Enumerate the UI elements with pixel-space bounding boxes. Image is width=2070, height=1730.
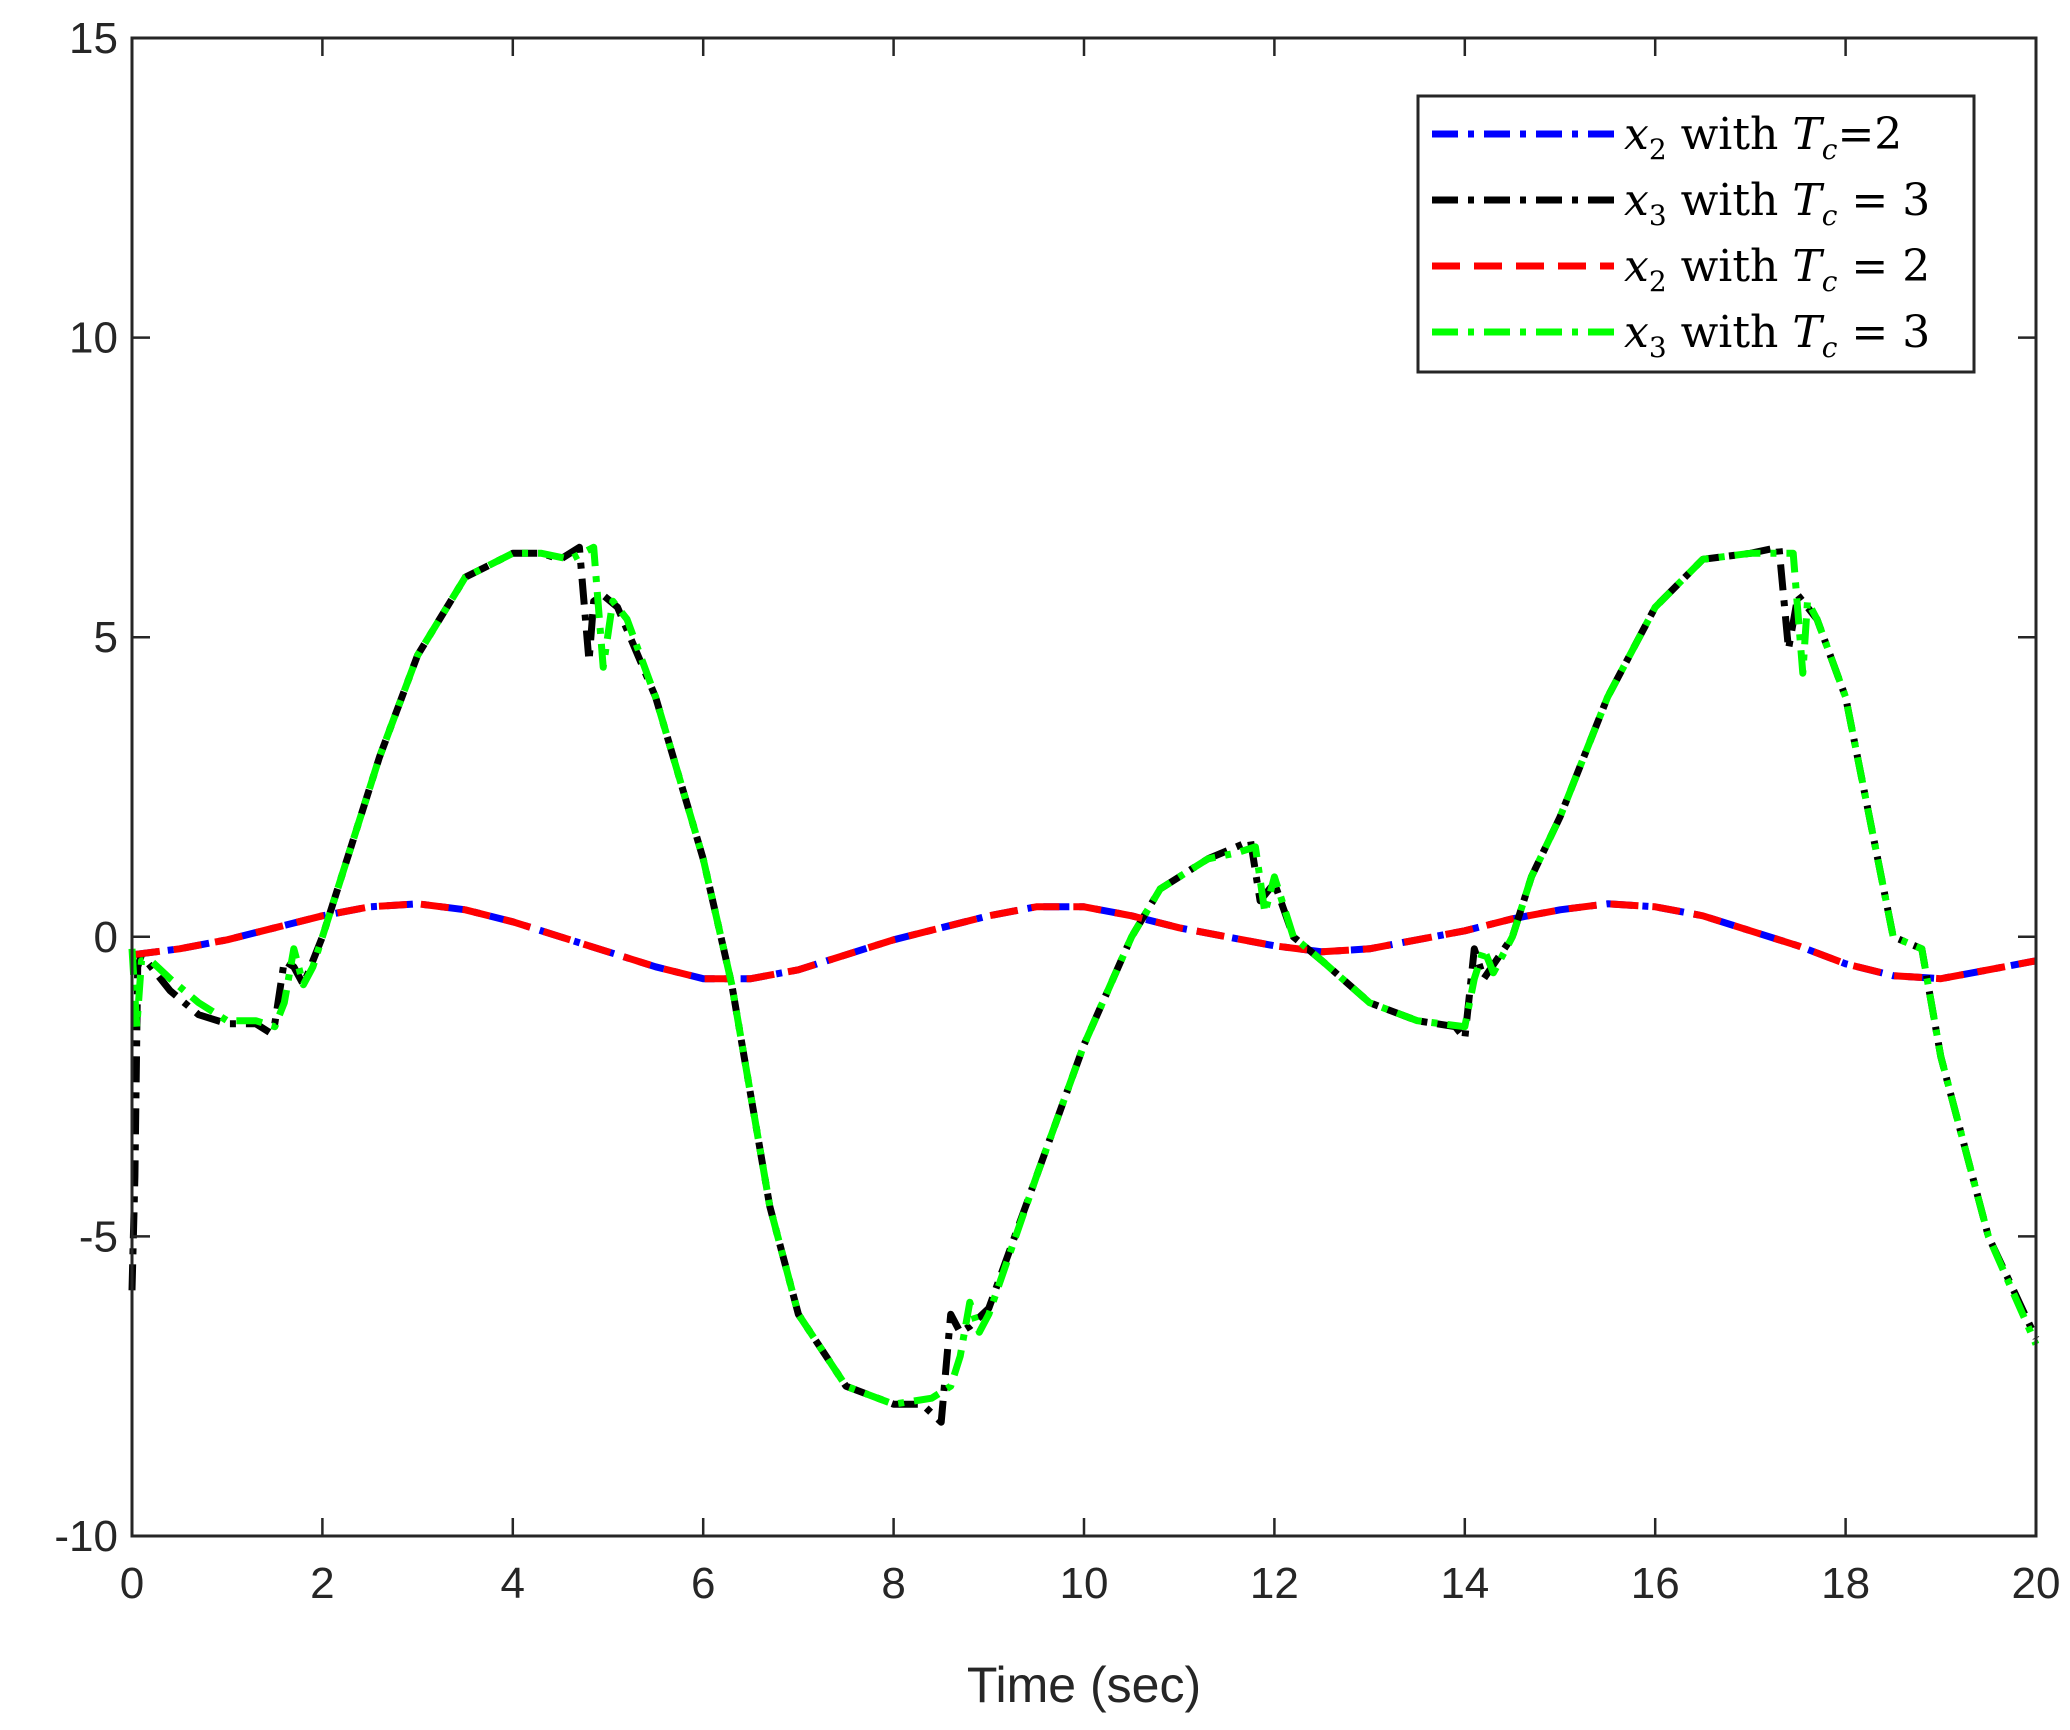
legend-sub2: c — [1822, 331, 1838, 364]
x-tick-label: 20 — [2012, 1559, 2061, 1608]
legend-eq: = 2 — [1837, 241, 1930, 292]
legend-var: x — [1624, 175, 1649, 226]
legend-eq: = 3 — [1837, 175, 1930, 226]
legend-eq: = 3 — [1837, 307, 1930, 358]
legend-items: x2 with Tc=2x3 with Tc = 3x2 with Tc = 2… — [1432, 109, 1930, 364]
legend-label-1: x2 with Tc=2 — [1624, 109, 1902, 166]
legend: x2 with Tc=2x3 with Tc = 3x2 with Tc = 2… — [1416, 94, 1976, 374]
y-tick-labels: -10 -5 0 5 10 15 — [54, 14, 118, 1561]
legend-sub2: c — [1822, 133, 1838, 166]
x-tick-label: 6 — [691, 1559, 715, 1608]
legend-text: with — [1667, 307, 1793, 358]
legend-var2: T — [1792, 175, 1825, 226]
y-tick-label: -10 — [54, 1512, 118, 1561]
legend-var2: T — [1792, 109, 1825, 160]
x-tick-label: 16 — [1631, 1559, 1680, 1608]
y-tick-label: 10 — [69, 314, 118, 363]
legend-text: with — [1667, 109, 1793, 160]
x-tick-label: 10 — [1060, 1559, 1109, 1608]
series-layer — [128, 543, 2040, 1426]
legend-sub: 3 — [1649, 331, 1667, 364]
x-tick-labels: 0 2 4 6 8 10 12 14 16 18 20 — [120, 1559, 2061, 1608]
legend-label-3: x2 with Tc = 2 — [1624, 241, 1930, 298]
series-line-3 — [131, 900, 2037, 983]
x-tick-label: 12 — [1250, 1559, 1299, 1608]
y-tick-label: 5 — [94, 613, 118, 662]
legend-var2: T — [1792, 241, 1825, 292]
legend-var: x — [1624, 307, 1649, 358]
legend-eq: =2 — [1837, 109, 1902, 160]
legend-sub: 3 — [1649, 199, 1667, 232]
legend-sub2: c — [1822, 265, 1838, 298]
x-tick-label: 8 — [881, 1559, 905, 1608]
legend-var: x — [1624, 241, 1649, 292]
x-tick-label: 18 — [1821, 1559, 1870, 1608]
legend-var: x — [1624, 109, 1649, 160]
legend-var2: T — [1792, 307, 1825, 358]
y-tick-label: 0 — [94, 913, 118, 962]
x-tick-label: 0 — [120, 1559, 144, 1608]
series-line-4 — [128, 543, 2040, 1408]
y-tick-label: 15 — [69, 14, 118, 63]
x-tick-label: 14 — [1440, 1559, 1489, 1608]
legend-text: with — [1667, 241, 1793, 292]
x-axis-title: Time (sec) — [967, 1657, 1201, 1713]
legend-label-4: x3 with Tc = 3 — [1624, 307, 1930, 364]
ticks-layer — [130, 36, 2038, 1538]
legend-label-2: x3 with Tc = 3 — [1624, 175, 1930, 232]
legend-sub2: c — [1822, 199, 1838, 232]
y-tick-label: -5 — [79, 1212, 118, 1261]
legend-sub: 2 — [1649, 133, 1667, 166]
legend-text: with — [1667, 175, 1793, 226]
x-tick-label: 2 — [310, 1559, 334, 1608]
legend-sub: 2 — [1649, 265, 1667, 298]
legend-box — [1416, 94, 1976, 374]
x-tick-label: 4 — [501, 1559, 525, 1608]
